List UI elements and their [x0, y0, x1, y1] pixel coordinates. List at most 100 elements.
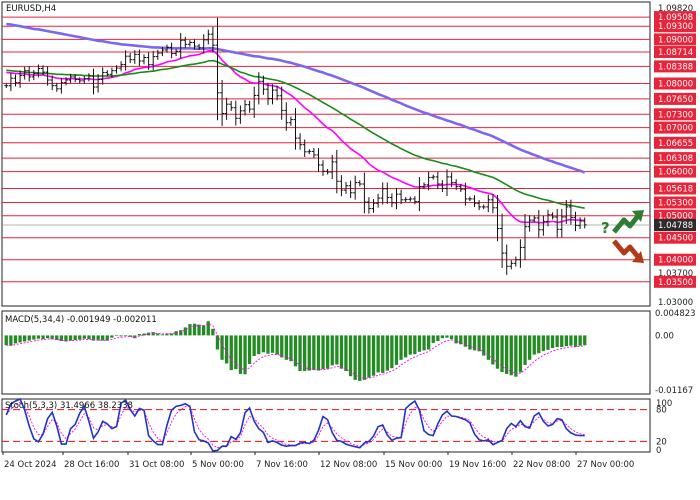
macd-bar [101, 335, 105, 341]
macd-bar [110, 335, 114, 338]
macd-bar [316, 335, 321, 371]
price-bar [316, 148, 321, 172]
price-bar [77, 77, 82, 84]
stoch-main-line [5, 397, 585, 452]
y-tick-label: 1.09000 [658, 35, 693, 45]
x-tick-label: 5 Nov 00:00 [192, 460, 244, 470]
price-bar [31, 70, 36, 81]
level-price-box [654, 20, 696, 33]
macd-bar [482, 335, 486, 356]
macd-bar [261, 335, 265, 353]
price-bar [518, 239, 523, 268]
price-bar [472, 195, 477, 208]
macd-bar [247, 335, 252, 364]
macd-bar [160, 334, 164, 336]
macd-bar [472, 335, 477, 351]
macd-bar [371, 335, 376, 376]
stoch-y-tick-label: 100 [656, 399, 672, 409]
grid-layer [1, 1, 651, 453]
price-bar [224, 97, 229, 120]
macd-bar [280, 335, 284, 358]
price-bar [105, 70, 110, 77]
x-tick-label: 24 Oct 2024 [4, 460, 57, 470]
macd-bar [408, 335, 412, 355]
price-bar [45, 66, 50, 86]
price-bar [568, 199, 573, 225]
level-price-box [654, 11, 696, 24]
macd-bar [59, 335, 63, 341]
macd-bar [64, 335, 68, 342]
price-bar [440, 180, 445, 193]
price-bar [362, 172, 367, 214]
price-bar [109, 67, 114, 78]
price-bar [68, 73, 73, 83]
price-bar [330, 155, 335, 179]
arrow-down-icon [612, 239, 644, 263]
price-bar [192, 39, 197, 50]
x-tick-label: 28 Oct 16:00 [64, 460, 119, 470]
candle-layer [4, 17, 587, 275]
level-price-box [654, 196, 696, 209]
price-bar [399, 189, 404, 205]
macd-bar [348, 335, 353, 377]
macd-bar [495, 335, 500, 369]
price-bar [307, 149, 312, 155]
macd-bar [23, 335, 27, 342]
price-bar [302, 139, 307, 157]
macd-bar [68, 335, 73, 341]
price-bar [247, 100, 252, 113]
price-bar [394, 187, 399, 210]
price-bar [564, 200, 569, 224]
level-price-box [654, 121, 696, 134]
macd-bar [9, 335, 13, 346]
price-bar [59, 77, 64, 94]
macd-bar [142, 333, 146, 336]
macd-bar [440, 335, 444, 339]
macd-bar [32, 335, 36, 340]
macd-bar [165, 333, 169, 336]
price-bar [165, 44, 169, 53]
macd-bar [376, 335, 380, 373]
y-tick-label: 1.08000 [658, 80, 693, 90]
price-bar [288, 116, 293, 126]
macd-bar [422, 335, 426, 351]
macd-bar [358, 335, 362, 381]
price-bar [422, 182, 426, 189]
panel-frame-1 [1, 1, 651, 307]
x-tick-label: 27 Nov 00:00 [577, 460, 634, 470]
level-price-box [654, 46, 696, 58]
price-bar [536, 210, 541, 238]
macd-bar [523, 335, 527, 365]
price-bar [321, 160, 325, 176]
macd-bar [18, 335, 22, 343]
price-bar [371, 199, 376, 213]
price-bar [160, 47, 165, 57]
price-bar [445, 169, 449, 196]
price-bar [142, 54, 146, 65]
y-tick-label: 1.09300 [658, 22, 693, 32]
price-bar [403, 197, 408, 203]
price-bar [325, 168, 330, 175]
macd-bar [546, 335, 550, 350]
price-bar [555, 208, 560, 238]
macd-bar [344, 335, 348, 371]
price-bar [348, 180, 353, 198]
stoch-y-tick-label: 0 [656, 446, 661, 456]
price-bar [408, 196, 413, 202]
y-tick-label: 1.07300 [658, 110, 693, 120]
macd-bar [124, 335, 128, 336]
y-tick-label: 1.06655 [658, 139, 693, 149]
stoch-y-tick-label: 80 [656, 406, 667, 416]
macd-bar [238, 335, 243, 374]
price-bar [284, 102, 289, 131]
price-bar [495, 195, 500, 242]
macd-bar [583, 335, 587, 346]
macd-bar [220, 335, 224, 360]
macd-bar [27, 335, 31, 341]
price-bar [467, 196, 472, 202]
x-tick-label: 31 Oct 08:00 [129, 460, 184, 470]
y-tick-label: 1.03500 [658, 278, 693, 288]
price-bar [481, 204, 486, 210]
price-bar [504, 244, 509, 275]
y-tick-label: 1.03000 [658, 298, 693, 308]
